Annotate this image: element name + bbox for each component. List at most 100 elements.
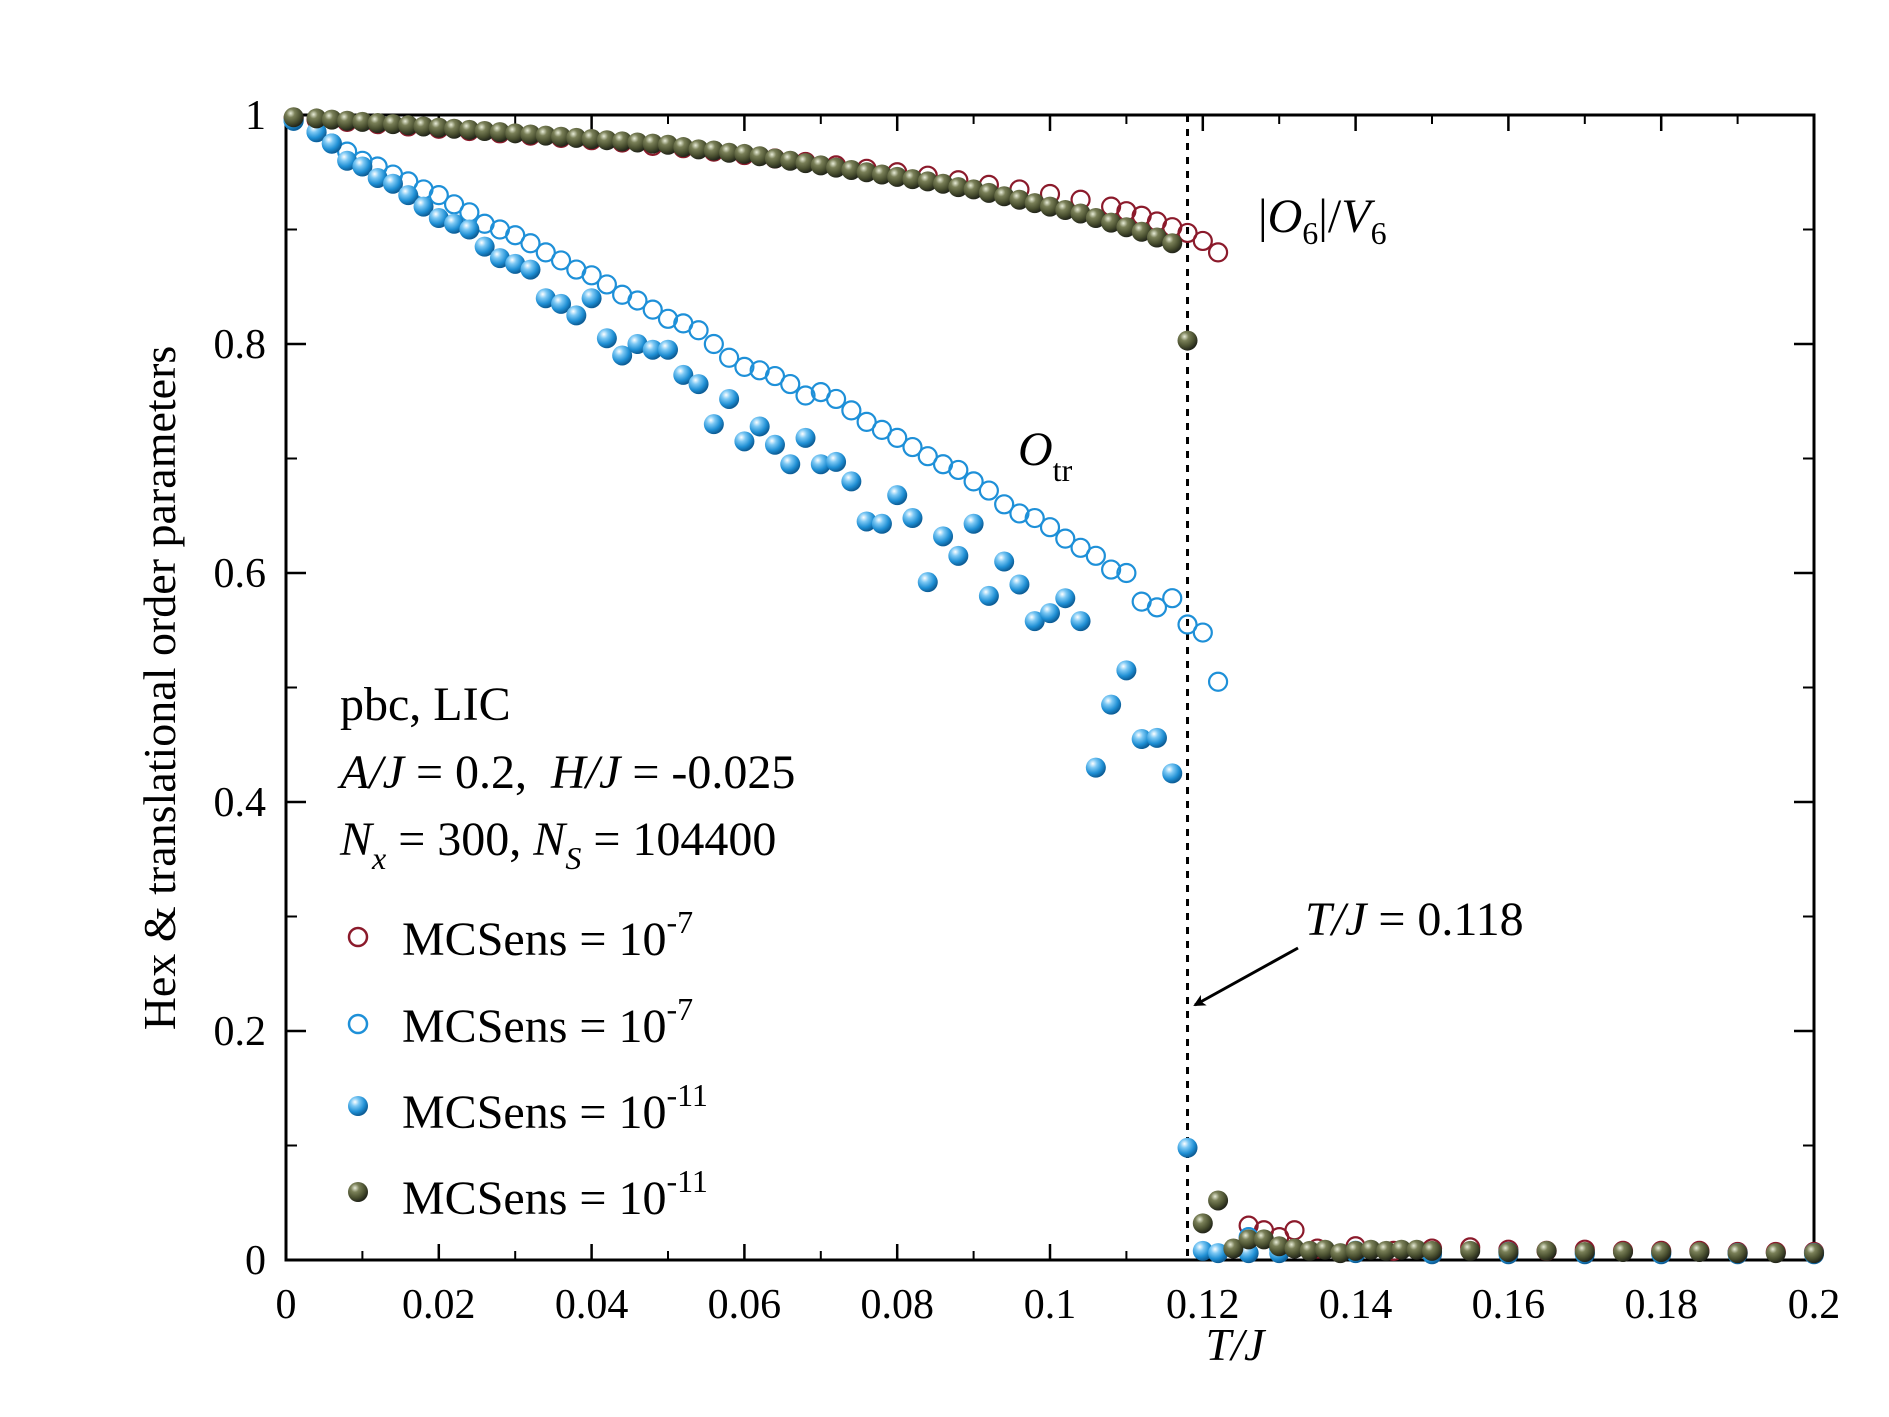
- data-point: [1177, 1137, 1198, 1158]
- data-point: [1162, 233, 1183, 254]
- data-point: [856, 162, 877, 183]
- data-point: [1238, 1229, 1259, 1250]
- data-point: [535, 242, 556, 263]
- data-point: [596, 328, 617, 349]
- data-point: [719, 347, 740, 368]
- data-point: [367, 167, 388, 188]
- data-point: [627, 334, 648, 354]
- data-point: [1070, 203, 1091, 224]
- data-point: [933, 526, 954, 547]
- data-point: [1101, 694, 1122, 715]
- data-point: [978, 480, 999, 501]
- data-point: [871, 419, 893, 440]
- data-point: [321, 133, 342, 154]
- transition-arrow: [1193, 946, 1299, 1007]
- data-point: [994, 186, 1015, 207]
- data-point: [428, 208, 449, 229]
- data-point: [459, 202, 480, 223]
- data-point: [963, 513, 984, 534]
- y-axis-title: Hex & translational order parameters: [134, 346, 185, 1031]
- data-point: [566, 127, 587, 148]
- x-tick-label: 0.02: [402, 1282, 476, 1328]
- data-point: [1651, 1241, 1672, 1262]
- data-point: [1162, 763, 1183, 784]
- legend: MCSens = 10-7 MCSens = 10-7 MCSens = 10-…: [347, 904, 708, 1225]
- data-point: [917, 572, 938, 593]
- data-point: [1177, 614, 1198, 635]
- legend-label-hex-filled: MCSens = 10-11: [402, 1163, 708, 1225]
- legend-label-tr-open: MCSens = 10-7: [402, 991, 693, 1053]
- data-point: [688, 374, 709, 395]
- legend-marker-tr-filled: [348, 1096, 368, 1116]
- data-point: [413, 116, 434, 137]
- data-point: [1116, 562, 1137, 584]
- data-point: [688, 320, 709, 341]
- data-point: [734, 431, 755, 452]
- data-point: [780, 454, 801, 475]
- x-tick-label: 0: [276, 1282, 297, 1328]
- data-point: [933, 173, 954, 194]
- legend-marker-hex-open: [347, 926, 369, 948]
- data-point: [398, 185, 419, 206]
- y-tick-label: 0: [245, 1238, 266, 1284]
- data-point: [444, 213, 465, 234]
- data-point: [887, 166, 908, 187]
- data-point: [337, 150, 358, 171]
- data-point: [673, 137, 694, 158]
- data-point: [306, 108, 327, 129]
- data-point: [1253, 1229, 1274, 1250]
- data-point: [1024, 507, 1045, 529]
- data-point: [902, 508, 923, 529]
- data-point: [550, 250, 572, 271]
- data-point: [917, 171, 938, 192]
- data-point: [352, 111, 373, 132]
- data-point: [1040, 196, 1060, 217]
- data-point: [1009, 574, 1030, 595]
- data-point: [963, 179, 984, 200]
- data-point: [703, 333, 724, 355]
- y-tick-label: 1: [245, 93, 266, 139]
- data-point: [963, 471, 984, 492]
- data-point: [719, 388, 740, 409]
- data-point: [1024, 193, 1045, 214]
- data-point: [749, 416, 770, 437]
- data-point: [1360, 1239, 1381, 1260]
- data-point: [382, 173, 403, 194]
- data-point: [1765, 1243, 1786, 1264]
- data-point: [1177, 330, 1198, 351]
- data-point: [1330, 1243, 1351, 1264]
- data-point: [321, 109, 342, 130]
- data-point: [1085, 757, 1106, 778]
- data-point: [505, 225, 526, 246]
- data-point: [382, 114, 403, 135]
- data-point: [1024, 611, 1045, 632]
- legend-label-tr-filled: MCSens = 10-11: [402, 1077, 708, 1139]
- data-point: [1101, 212, 1122, 233]
- data-point: [1498, 1241, 1519, 1262]
- data-point: [1574, 1241, 1595, 1262]
- data-point: [978, 182, 999, 203]
- data-point: [1085, 208, 1106, 229]
- data-point: [627, 290, 648, 311]
- data-point: [1284, 1220, 1305, 1241]
- data-point: [1039, 517, 1061, 538]
- data-point: [764, 434, 785, 455]
- data-point: [1116, 217, 1137, 238]
- data-point: [283, 107, 304, 128]
- data-point: [978, 585, 999, 606]
- x-tick-label: 0.12: [1166, 1282, 1240, 1328]
- data-point: [1613, 1241, 1633, 1262]
- data-point: [1391, 1239, 1412, 1260]
- data-point: [1070, 611, 1091, 632]
- legend-entry-hex-filled: MCSens = 10-11: [348, 1163, 708, 1225]
- data-point: [612, 345, 633, 366]
- data-point: [1284, 1238, 1305, 1259]
- data-point: [1009, 503, 1030, 524]
- data-point: [1238, 1243, 1259, 1264]
- data-point: [917, 446, 938, 467]
- data-point: [489, 248, 510, 269]
- y-tick-label: 0.8: [214, 322, 267, 368]
- data-point: [413, 196, 434, 217]
- data-point: [1345, 1240, 1366, 1261]
- data-point: [1040, 603, 1060, 624]
